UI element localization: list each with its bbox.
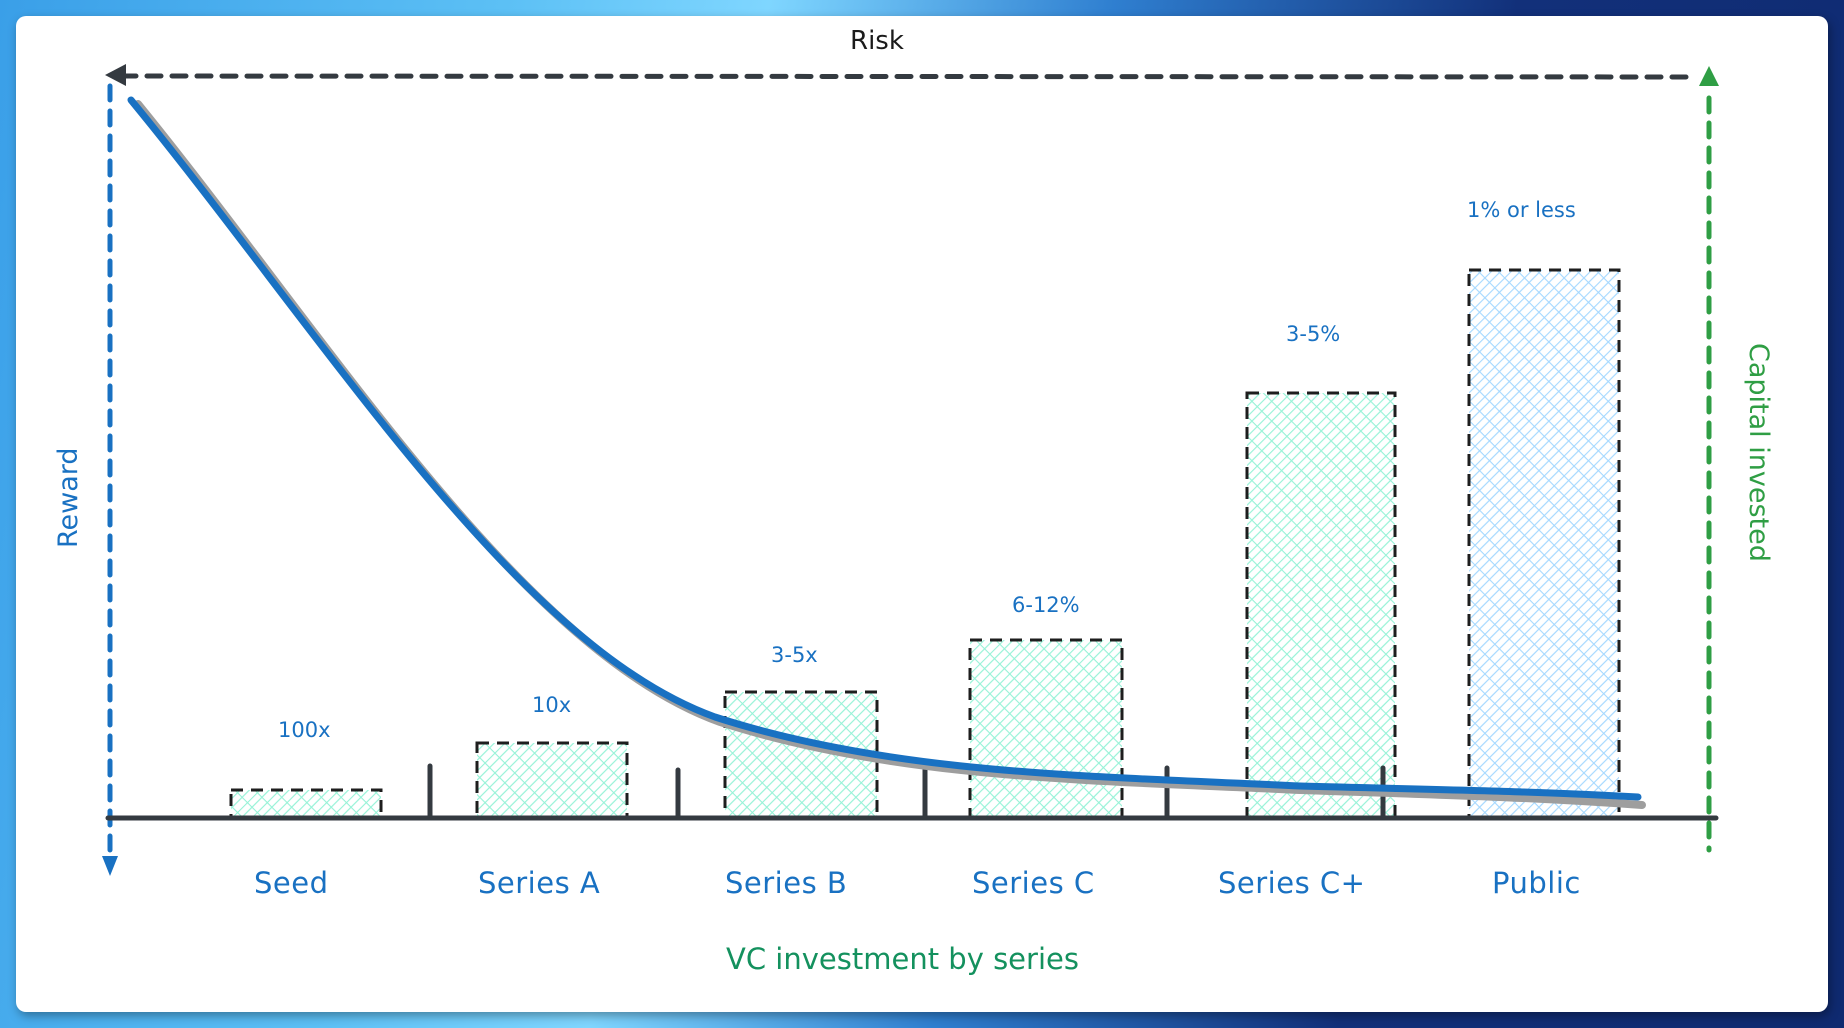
category-series-a: Series A [478, 866, 601, 900]
category-series-b: Series B [725, 866, 848, 900]
value-label-series-a: 10x [532, 693, 572, 717]
value-label-series-c: 6-12% [1012, 593, 1080, 617]
arrow-up-icon [1699, 66, 1719, 86]
value-label-series-c-plus: 3-5% [1286, 322, 1341, 346]
x-axis [105, 763, 1719, 821]
bar-seed [229, 788, 383, 820]
risk-label: Risk [850, 26, 904, 56]
value-label-series-b: 3-5x [771, 643, 818, 667]
bar-series-c-plus [1245, 391, 1397, 820]
reward-label: Reward [53, 447, 84, 548]
bar-series-a [475, 741, 629, 820]
category-seed: Seed [254, 866, 329, 900]
capital-axis [1699, 66, 1719, 853]
bars [229, 268, 1621, 820]
category-series-c: Series C [972, 866, 1095, 900]
risk-arrow [105, 64, 1699, 86]
bar-series-c [968, 638, 1124, 820]
category-public: Public [1492, 866, 1581, 900]
arrow-left-icon [105, 64, 126, 86]
reward-curve [127, 96, 1646, 809]
bar-public [1467, 268, 1621, 820]
arrow-down-icon [102, 856, 118, 876]
x-axis-title: VC investment by series [726, 942, 1079, 976]
value-label-public: 1% or less [1467, 198, 1576, 222]
reward-axis [102, 83, 118, 876]
capital-invested-label: Capital invested [1743, 343, 1774, 562]
value-label-seed: 100x [278, 718, 331, 742]
category-series-c-plus: Series C+ [1218, 866, 1366, 900]
